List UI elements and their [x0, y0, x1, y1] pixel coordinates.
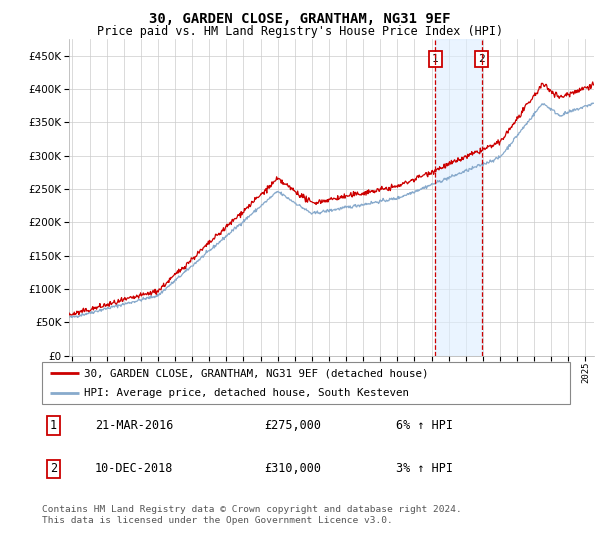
Text: £310,000: £310,000: [264, 463, 321, 475]
Text: Contains HM Land Registry data © Crown copyright and database right 2024.
This d: Contains HM Land Registry data © Crown c…: [42, 505, 462, 525]
FancyBboxPatch shape: [42, 362, 570, 404]
Text: 30, GARDEN CLOSE, GRANTHAM, NG31 9EF: 30, GARDEN CLOSE, GRANTHAM, NG31 9EF: [149, 12, 451, 26]
Text: 30, GARDEN CLOSE, GRANTHAM, NG31 9EF (detached house): 30, GARDEN CLOSE, GRANTHAM, NG31 9EF (de…: [84, 368, 429, 378]
Text: Price paid vs. HM Land Registry's House Price Index (HPI): Price paid vs. HM Land Registry's House …: [97, 25, 503, 38]
Text: 1: 1: [432, 54, 439, 64]
Text: 21-MAR-2016: 21-MAR-2016: [95, 419, 173, 432]
Text: 6% ↑ HPI: 6% ↑ HPI: [396, 419, 453, 432]
Text: 3% ↑ HPI: 3% ↑ HPI: [396, 463, 453, 475]
Text: £275,000: £275,000: [264, 419, 321, 432]
Text: 10-DEC-2018: 10-DEC-2018: [95, 463, 173, 475]
Bar: [436, 39, 482, 356]
Text: 1: 1: [50, 419, 57, 432]
Text: 2: 2: [478, 54, 485, 64]
Text: 2: 2: [50, 463, 57, 475]
Text: HPI: Average price, detached house, South Kesteven: HPI: Average price, detached house, Sout…: [84, 388, 409, 398]
